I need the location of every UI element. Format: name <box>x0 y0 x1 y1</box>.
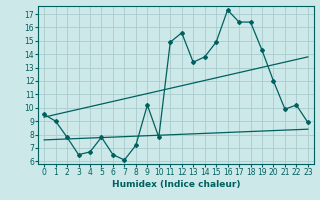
X-axis label: Humidex (Indice chaleur): Humidex (Indice chaleur) <box>112 180 240 189</box>
